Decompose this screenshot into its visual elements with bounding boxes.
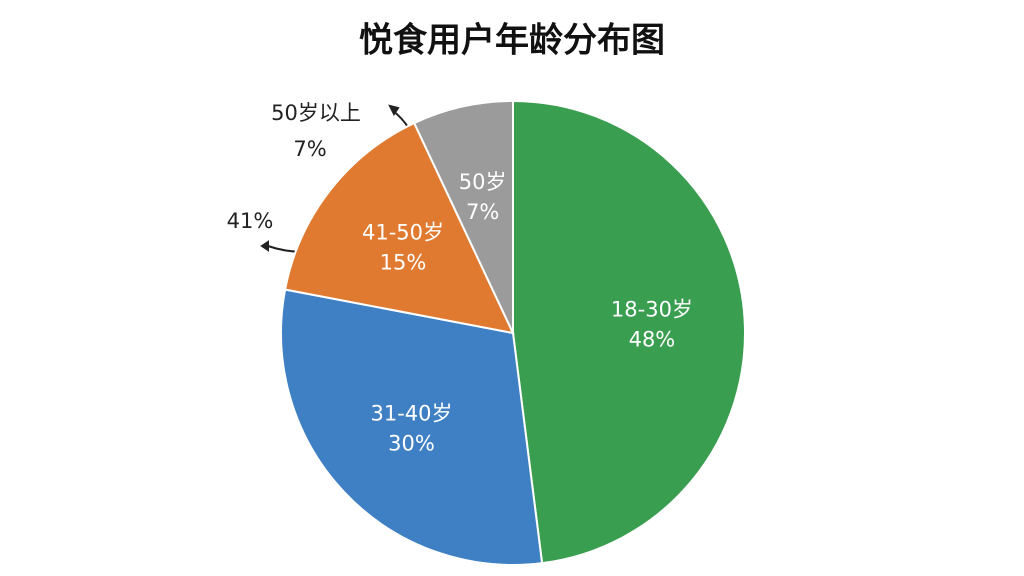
pie-slice xyxy=(412,99,514,334)
slice-value-label: 30% xyxy=(388,431,435,455)
pie-slice xyxy=(280,288,544,566)
annotation: 41% xyxy=(227,209,274,233)
annotation: 7% xyxy=(293,137,326,161)
annotation: 50岁以上 xyxy=(271,101,361,125)
chart-title: 悦食用户年龄分布图 xyxy=(359,21,665,61)
arrow-head xyxy=(388,104,400,116)
arrow-head xyxy=(260,240,269,252)
slice-label: 31-40岁 xyxy=(371,401,453,425)
slice-label: 41-50岁 xyxy=(362,221,444,245)
slice-value-label: 15% xyxy=(380,251,427,275)
pie-slice xyxy=(512,99,746,565)
slice-label: 18-30岁 xyxy=(611,297,693,321)
slice-value-label: 7% xyxy=(466,200,499,224)
pie-slice xyxy=(283,121,515,335)
slice-value-label: 48% xyxy=(629,327,676,351)
slice-label: 50岁 xyxy=(459,170,507,194)
